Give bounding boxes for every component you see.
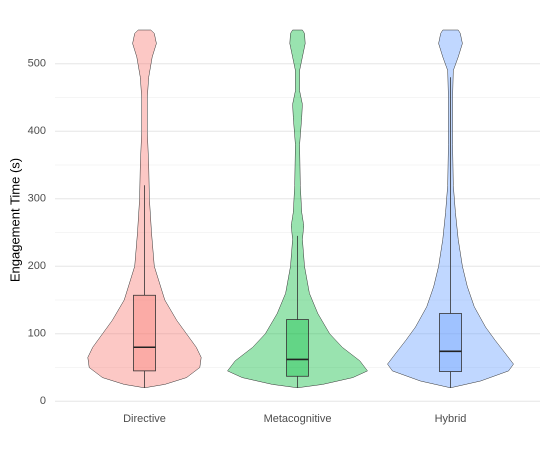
box — [439, 313, 462, 372]
violin — [227, 29, 368, 389]
y-tick-label: 200 — [28, 260, 46, 272]
y-axis-label: Engagement Time (s) — [7, 158, 22, 282]
y-tick-label: 500 — [28, 58, 46, 70]
y-tick-label: 100 — [28, 328, 46, 340]
x-tick-label: Directive — [123, 413, 166, 425]
box — [286, 319, 309, 377]
x-tick-label: Metacognitive — [264, 413, 332, 425]
y-tick-label: 0 — [40, 395, 46, 407]
x-tick-label: Hybrid — [435, 413, 467, 425]
y-tick-label: 400 — [28, 125, 46, 137]
y-tick-label: 300 — [28, 193, 46, 205]
box — [133, 294, 156, 372]
